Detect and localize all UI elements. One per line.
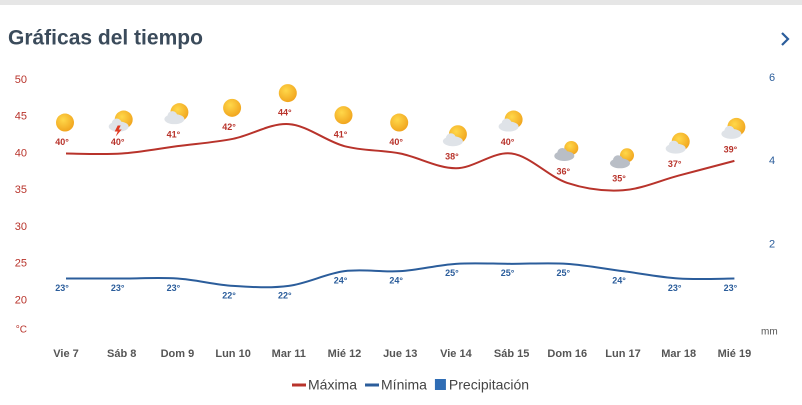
data-label: 24° bbox=[334, 276, 348, 286]
x-tick-label: Mié 19 bbox=[718, 348, 752, 360]
y-tick-label: 35 bbox=[15, 184, 27, 196]
data-label: 40° bbox=[389, 137, 403, 147]
weather-icon bbox=[334, 106, 353, 125]
y2-tick-label: 4 bbox=[769, 155, 775, 167]
x-tick-label: Jue 13 bbox=[383, 348, 417, 360]
y-tick-label: 25 bbox=[15, 258, 27, 270]
x-tick-label: Lun 10 bbox=[215, 348, 250, 360]
data-label: 23° bbox=[724, 283, 738, 293]
cloud bbox=[501, 118, 512, 129]
cloud bbox=[167, 111, 178, 122]
cloud bbox=[613, 155, 623, 166]
weather-icon bbox=[223, 98, 242, 117]
weather-icon bbox=[278, 84, 297, 103]
weather-icon bbox=[665, 132, 690, 154]
y2-tick-label: 6 bbox=[769, 72, 775, 84]
data-label: 37° bbox=[668, 159, 682, 169]
legend-label: Máxima bbox=[308, 377, 357, 393]
cloud bbox=[111, 118, 122, 129]
data-label: 41° bbox=[334, 130, 348, 140]
data-label: 23° bbox=[167, 283, 181, 293]
x-tick-label: Sáb 8 bbox=[107, 348, 136, 360]
x-tick-label: Lun 17 bbox=[605, 348, 640, 360]
sun bbox=[390, 113, 409, 132]
data-label: 24° bbox=[612, 276, 626, 286]
x-tick-label: Mar 11 bbox=[272, 348, 306, 360]
data-label: 44° bbox=[278, 107, 292, 117]
data-label: 23° bbox=[668, 283, 682, 293]
data-label: 42° bbox=[222, 122, 236, 132]
sun bbox=[334, 106, 353, 125]
series-line bbox=[65, 123, 735, 192]
sun bbox=[223, 98, 242, 117]
title: Gráficas del tiempo bbox=[8, 27, 203, 50]
series-line bbox=[66, 262, 735, 289]
sun bbox=[56, 113, 74, 132]
weather-icon bbox=[610, 148, 634, 169]
sun bbox=[278, 84, 297, 103]
data-label: 25° bbox=[556, 268, 570, 278]
weather-icon bbox=[721, 117, 746, 139]
cloud bbox=[445, 133, 456, 144]
weather-icon bbox=[108, 110, 133, 137]
weather-icon bbox=[442, 125, 467, 147]
data-label: 36° bbox=[556, 166, 570, 176]
y-tick-label: 40 bbox=[15, 147, 27, 159]
y2-axis-unit: mm bbox=[761, 327, 778, 338]
weather-icon bbox=[498, 110, 523, 132]
cloud bbox=[724, 125, 735, 136]
x-tick-label: Mié 12 bbox=[328, 348, 362, 360]
weather-icon bbox=[56, 113, 74, 132]
data-label: 39° bbox=[724, 144, 738, 154]
data-label: 22° bbox=[278, 290, 292, 300]
legend-swatch bbox=[434, 379, 446, 390]
next-chevron[interactable] bbox=[781, 32, 790, 46]
data-label: 22° bbox=[222, 290, 236, 300]
data-label: 40° bbox=[55, 137, 69, 147]
top-strip bbox=[0, 0, 802, 5]
data-label: 24° bbox=[389, 276, 403, 286]
data-label: 35° bbox=[612, 174, 626, 184]
data-label: 38° bbox=[445, 152, 459, 162]
data-label: 25° bbox=[445, 268, 459, 278]
y-axis-unit: °C bbox=[16, 325, 27, 336]
cloud bbox=[668, 140, 679, 151]
legend-label: Mínima bbox=[381, 377, 427, 393]
x-tick-label: Sáb 15 bbox=[494, 348, 529, 360]
x-tick-label: Vie 7 bbox=[53, 348, 79, 360]
legend-item[interactable]: Mínima bbox=[365, 377, 427, 393]
bolt bbox=[114, 125, 122, 137]
x-tick-label: Dom 16 bbox=[547, 348, 587, 360]
weather-icon bbox=[554, 140, 579, 161]
x-tick-label: Vie 14 bbox=[440, 348, 472, 360]
x-tick-label: Mar 18 bbox=[661, 348, 696, 360]
legend-item[interactable]: Máxima bbox=[292, 377, 357, 393]
legend-label: Precipitación bbox=[449, 377, 529, 393]
data-label: 41° bbox=[167, 130, 181, 140]
y-tick-label: 50 bbox=[15, 74, 27, 86]
data-label: 25° bbox=[501, 268, 515, 278]
y-tick-label: 30 bbox=[15, 221, 27, 233]
cloud bbox=[557, 147, 568, 158]
y-tick-label: 45 bbox=[15, 111, 27, 123]
y2-tick-label: 2 bbox=[769, 239, 775, 251]
legend-item[interactable]: Precipitación bbox=[434, 377, 529, 393]
weather-icon bbox=[164, 103, 189, 125]
data-label: 23° bbox=[111, 283, 125, 293]
data-label: 40° bbox=[501, 137, 515, 147]
y-tick-label: 20 bbox=[15, 294, 27, 306]
data-label: 23° bbox=[55, 283, 69, 293]
data-label: 40° bbox=[111, 137, 125, 147]
x-tick-label: Dom 9 bbox=[161, 348, 195, 360]
weather-icon bbox=[390, 113, 409, 132]
